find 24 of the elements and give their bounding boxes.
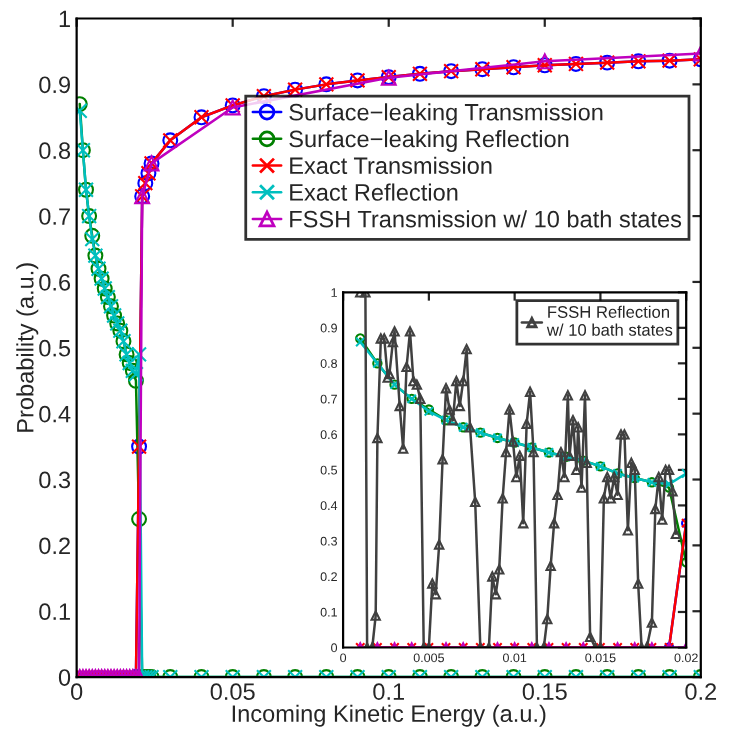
y-tick-label: 0 [58, 669, 71, 686]
x-tick-label: 0 [71, 683, 83, 700]
legend-label: FSSH Transmission w/ 10 bath states [290, 210, 682, 228]
x-tick-label: 0.05 [210, 683, 255, 700]
x-axis-title: Incoming Kinetic Energy (a.u.) [232, 704, 546, 727]
y-tick-label: 0.1 [39, 603, 70, 621]
y-tick-label: 0.4 [39, 405, 71, 423]
legend-label: Surface−leaking Reflection [289, 129, 569, 152]
legend-label: Surface−leaking Transmission [289, 103, 603, 126]
y-tick-label: 0.2 [39, 537, 70, 555]
legend-label: Exact Reflection [290, 183, 458, 201]
y-axis-title: Probability (a.u.) [16, 263, 39, 432]
legend-label: Exact Transmission [290, 156, 492, 175]
x-tick-label: 0.2 [685, 683, 717, 700]
y-tick-label: 0.9 [39, 76, 70, 94]
y-tick-label: 0.6 [39, 274, 71, 291]
y-tick-label: 0.7 [39, 208, 70, 225]
y-tick-label: 0.5 [39, 339, 71, 357]
y-tick-label: 0.8 [39, 142, 71, 160]
y-tick-label: 1 [59, 10, 70, 28]
y-tick-label: 0.3 [39, 471, 71, 489]
x-tick-label: 0.1 [373, 683, 404, 700]
legend-label: FSSH Reflection w/ 10 bath states [546, 305, 673, 336]
x-tick-label: 0.15 [522, 683, 567, 700]
